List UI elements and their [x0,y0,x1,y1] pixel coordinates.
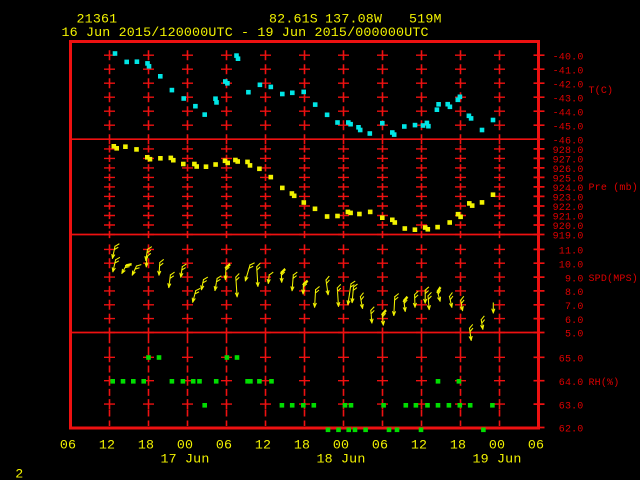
svg-text:927.0: 927.0 [553,156,584,167]
svg-text:65.0: 65.0 [559,355,584,366]
svg-text:06: 06 [60,437,76,452]
svg-text:2: 2 [15,467,23,480]
svg-text:919.0: 919.0 [553,232,584,243]
svg-text:6.0: 6.0 [565,316,584,327]
svg-text:8.0: 8.0 [565,288,584,299]
svg-text:18 Jun: 18 Jun [317,451,366,466]
svg-text:00: 00 [177,437,193,452]
svg-text:11.0: 11.0 [559,247,584,258]
svg-text:922.0: 922.0 [553,203,584,214]
svg-text:920.0: 920.0 [553,222,584,233]
svg-text:-43.0: -43.0 [553,94,584,105]
svg-text:19 Jun: 19 Jun [473,451,522,466]
svg-text:-42.0: -42.0 [553,80,584,91]
svg-text:5.0: 5.0 [565,330,584,341]
svg-text:12: 12 [99,437,115,452]
svg-text:06: 06 [372,437,388,452]
svg-text:925.0: 925.0 [553,175,584,186]
svg-text:137.08W: 137.08W [325,12,382,27]
svg-text:12: 12 [411,437,427,452]
svg-text:63.0: 63.0 [559,401,584,412]
svg-text:10.0: 10.0 [559,260,584,271]
svg-text:921.0: 921.0 [553,213,584,224]
svg-text:64.0: 64.0 [559,378,584,389]
svg-text:-41.0: -41.0 [553,66,584,77]
svg-text:-44.0: -44.0 [553,108,584,119]
svg-text:18: 18 [450,437,466,452]
svg-text:7.0: 7.0 [565,302,584,313]
svg-text:62.0: 62.0 [559,425,584,436]
svg-text:18: 18 [294,437,310,452]
svg-text:519M: 519M [409,12,442,27]
svg-text:923.0: 923.0 [553,194,584,205]
svg-text:924.0: 924.0 [553,184,584,195]
svg-text:21361: 21361 [77,12,118,27]
svg-text:16 Jun 2015/120000UTC - 19 Jun: 16 Jun 2015/120000UTC - 19 Jun 2015/0000… [62,25,429,40]
svg-text:RH(%): RH(%) [589,377,620,389]
svg-text:Pre (mb): Pre (mb) [589,182,638,194]
svg-text:-46.0: -46.0 [553,136,584,147]
svg-text:926.0: 926.0 [553,165,584,176]
svg-text:82.61S: 82.61S [269,12,318,27]
svg-text:06: 06 [216,437,232,452]
svg-text:-45.0: -45.0 [553,122,584,133]
svg-text:928.0: 928.0 [553,146,584,157]
svg-text:06: 06 [528,437,544,452]
svg-text:SPD(MPS): SPD(MPS) [589,273,638,285]
svg-text:00: 00 [489,437,505,452]
svg-text:00: 00 [333,437,349,452]
svg-text:-40.0: -40.0 [553,52,584,63]
svg-text:T(C): T(C) [589,85,614,97]
svg-text:9.0: 9.0 [565,274,584,285]
svg-text:18: 18 [138,437,154,452]
svg-text:17 Jun: 17 Jun [161,451,210,466]
svg-text:12: 12 [255,437,271,452]
